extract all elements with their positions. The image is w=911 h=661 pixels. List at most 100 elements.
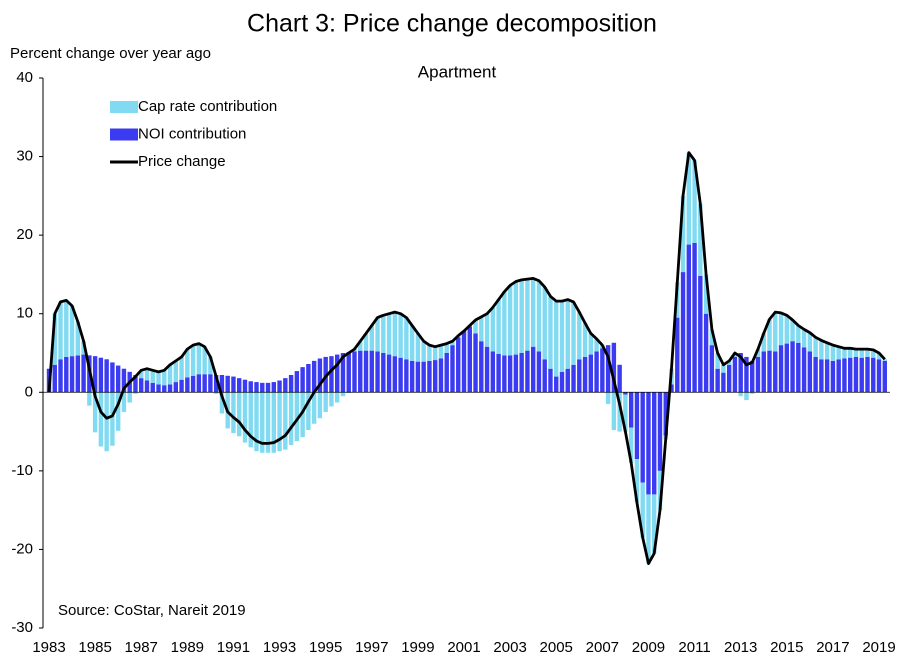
y-tick-label: -30 [11,619,33,636]
bar [75,355,81,393]
bar [288,392,294,445]
bar [294,392,300,441]
x-tick-label: 2005 [540,639,573,656]
y-tick-label: -20 [11,540,33,557]
bar [536,351,542,393]
bar [513,281,519,355]
bar [444,353,449,393]
bar [819,359,824,393]
bar [98,392,104,447]
bar [237,378,242,393]
bar [496,299,501,354]
price-line [47,151,886,565]
bar [865,356,870,393]
legend-swatch [110,128,138,141]
bar [628,427,634,463]
bar [755,356,761,393]
y-axis-label: Percent change over year ago [10,45,211,62]
x-tick-label: 1997 [355,639,388,656]
bar [219,392,225,414]
bar [156,371,161,385]
bar [744,392,749,401]
bar [300,367,305,393]
bar [652,494,657,554]
bar [254,392,259,452]
bar [554,301,559,377]
bar [438,358,444,393]
x-tick-label: 2019 [862,639,895,656]
bar [507,355,513,393]
bar [306,392,311,430]
bar [162,370,167,386]
bar [709,329,715,346]
bar [738,392,743,397]
bar [242,392,248,443]
bar [409,360,415,393]
bar [692,243,697,393]
bar [721,372,726,393]
bar [144,368,150,381]
bar [709,345,715,393]
bar [386,354,392,393]
bar [634,392,640,460]
bar [115,392,121,431]
bar [265,382,271,393]
bar [784,315,789,344]
bar [381,353,386,393]
bar [473,333,478,393]
bar [133,375,138,393]
bar [738,353,743,393]
bar [484,346,490,393]
bar [582,323,588,357]
bar [778,345,784,393]
bar [473,320,478,334]
bar [190,345,196,376]
bar [231,392,236,434]
y-tick-label: 10 [16,305,33,322]
bar [594,351,599,393]
bar [121,368,127,393]
bar [502,355,507,393]
bar [409,325,415,361]
x-tick-label: 1989 [171,639,204,656]
bar [467,326,472,393]
bar [248,392,253,448]
bar [300,392,305,438]
bar [369,350,374,393]
bar [847,357,853,393]
bar [876,353,882,360]
x-tick-label: 1987 [125,639,158,656]
bar [358,350,363,393]
bar [64,356,69,393]
bar [617,392,622,432]
bar [144,380,150,393]
bar [813,356,818,393]
bar [248,381,253,393]
bar [92,392,98,433]
bar [484,313,490,347]
bar [271,392,276,453]
bar [306,364,311,393]
bar [415,361,421,393]
bar [571,364,576,393]
bar [675,317,680,393]
x-tick-label: 2007 [586,639,619,656]
bar [311,392,317,424]
bar [271,382,276,393]
bar [836,346,841,360]
bar [294,371,300,393]
bar [657,392,663,471]
bar [565,368,570,393]
bar [767,350,772,393]
bar [265,392,271,453]
bar [208,356,213,375]
bar [173,360,179,383]
bar [167,384,173,393]
y-tick-label: 40 [16,69,33,86]
bar [640,482,645,538]
bar [104,359,109,393]
bar [110,362,115,393]
bar [242,379,248,393]
bar [260,392,265,453]
bar [871,357,876,393]
